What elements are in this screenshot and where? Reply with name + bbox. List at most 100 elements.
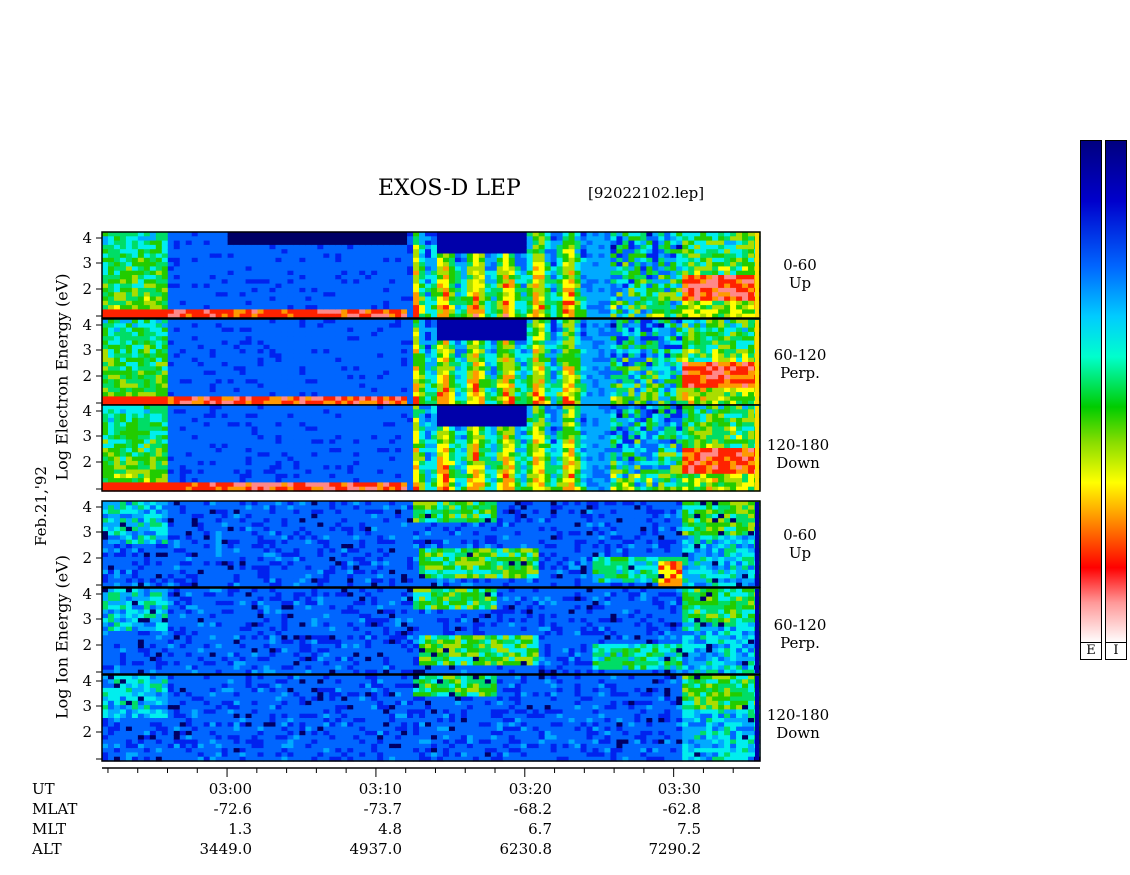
spectrogram-cell: [167, 323, 175, 329]
spectrogram-cell: [341, 257, 348, 263]
spectrogram-cell: [598, 292, 606, 298]
spectrogram-cell: [484, 313, 492, 319]
spectrogram-cell: [718, 370, 725, 376]
spectrogram-cell: [610, 244, 618, 250]
spectrogram-cell: [568, 323, 576, 329]
spectrogram-cell: [383, 240, 390, 246]
spectrogram-cell: [700, 319, 707, 324]
spectrogram-cell: [203, 460, 211, 466]
spectrogram-cell: [419, 387, 426, 393]
spectrogram-cell: [299, 370, 306, 376]
spectrogram-cell: [448, 296, 456, 302]
spectrogram-cell: [562, 396, 570, 402]
spectrogram-cell: [191, 482, 199, 488]
spectrogram-cell: [102, 469, 109, 475]
spectrogram-cell: [389, 362, 396, 367]
spectrogram-cell: [173, 249, 181, 255]
spectrogram-cell: [137, 478, 145, 483]
spectrogram-cell: [622, 262, 629, 267]
spectrogram-cell: [748, 257, 755, 263]
spectrogram-cell: [634, 292, 641, 298]
spectrogram-cell: [538, 327, 546, 333]
spectrogram-cell: [622, 344, 629, 350]
spectrogram-cell: [670, 331, 677, 337]
spectrogram-cell: [107, 387, 115, 393]
spectrogram-cell: [251, 336, 259, 342]
spectrogram-cell: [221, 266, 229, 272]
spectrogram-cell: [658, 257, 665, 263]
spectrogram-cell: [562, 244, 570, 250]
spectrogram-cell: [652, 240, 659, 246]
spectrogram-cell: [658, 379, 665, 385]
spectrogram-cell: [556, 387, 564, 393]
spectrogram-cell: [329, 292, 336, 298]
spectrogram-cell: [125, 319, 133, 324]
spectrogram-cell: [568, 279, 576, 285]
spectrogram-cell: [496, 257, 504, 263]
spectrogram-cell: [203, 400, 211, 406]
spectrogram-cell: [149, 305, 157, 310]
spectrogram-cell: [161, 313, 169, 319]
spectrogram-cell: [143, 452, 151, 458]
spectrogram-cell: [209, 270, 217, 276]
spectrogram-cell: [622, 340, 629, 346]
spectrogram-cell: [562, 300, 570, 306]
spectrogram-cell: [718, 275, 725, 280]
spectrogram-cell: [670, 305, 677, 310]
spectrogram-cell: [724, 331, 731, 337]
spectrogram-cell: [694, 327, 701, 333]
spectrogram-cell: [227, 296, 235, 302]
spectrogram-cell: [347, 270, 354, 276]
spectrogram-cell: [155, 319, 163, 324]
spectrogram-cell: [209, 331, 217, 337]
spectrogram-cell: [102, 405, 109, 410]
spectrogram-cell: [137, 313, 145, 319]
spectrogram-cell: [676, 283, 683, 289]
spectrogram-cell: [371, 366, 378, 372]
spectrogram-cell: [125, 417, 133, 423]
spectrogram-cell: [173, 344, 181, 350]
spectrogram-cell: [341, 236, 348, 242]
spectrogram-cell: [161, 387, 169, 393]
spectrogram-cell: [335, 287, 342, 293]
spectrogram-cell: [371, 327, 378, 333]
spectrogram-cell: [173, 383, 181, 389]
spectrogram-cell: [323, 323, 330, 329]
spectrogram-cell: [520, 331, 528, 337]
spectrogram-cell: [102, 392, 109, 397]
spectrogram-cell: [413, 379, 420, 385]
spectrogram-cell: [209, 240, 217, 246]
spectrogram-cell: [730, 270, 737, 276]
spectrogram-cell: [167, 409, 175, 415]
spectrogram-cell: [562, 262, 570, 267]
spectrogram-cell: [323, 313, 330, 319]
spectrogram-cell: [102, 426, 109, 432]
spectrogram-cell: [640, 349, 647, 354]
spectrogram-cell: [377, 300, 384, 306]
spectrogram-cell: [341, 357, 348, 363]
spectrogram-cell: [113, 232, 121, 237]
spectrogram-cell: [179, 443, 187, 449]
spectrogram-cell: [137, 275, 145, 280]
spectrogram-cell: [712, 319, 719, 324]
spectrogram-cell: [688, 353, 695, 359]
spectrogram-cell: [239, 448, 247, 453]
spectrogram-cell: [131, 257, 139, 263]
spectrogram-cell: [335, 387, 342, 393]
spectrogram-cell: [353, 366, 360, 372]
spectrogram-cell: [191, 353, 199, 359]
spectrogram-cell: [664, 362, 671, 367]
spectrogram-cell: [215, 473, 223, 479]
spectrogram-cell: [574, 257, 582, 263]
spectrogram-cell: [125, 344, 133, 350]
spectrogram-cell: [484, 340, 492, 346]
spectrogram-cell: [514, 283, 522, 289]
spectrogram-cell: [299, 340, 306, 346]
spectrogram-cell: [131, 309, 139, 315]
spectrogram-cell: [335, 353, 342, 359]
spectrogram-cell: [281, 327, 289, 333]
spectrogram-cell: [257, 305, 265, 310]
spectrogram-cell: [155, 300, 163, 306]
spectrogram-cell: [125, 309, 133, 315]
spectrogram-cell: [311, 240, 318, 246]
